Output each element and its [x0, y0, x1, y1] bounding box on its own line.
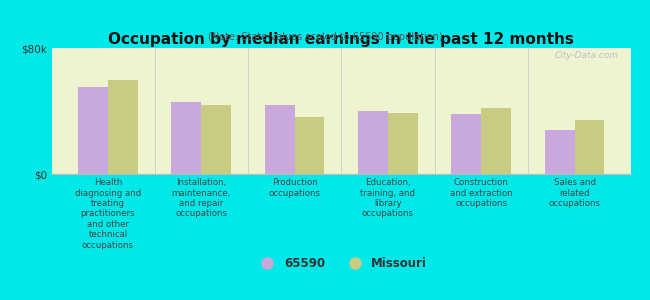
Bar — [481, 108, 511, 174]
Bar — [388, 112, 418, 174]
Bar — [202, 105, 231, 174]
Text: City-Data.com: City-Data.com — [555, 50, 619, 59]
Bar — [545, 130, 575, 174]
Bar — [265, 105, 294, 174]
Bar — [358, 111, 388, 174]
Bar — [294, 117, 324, 174]
Bar — [78, 87, 108, 174]
Title: Occupation by median earnings in the past 12 months: Occupation by median earnings in the pas… — [109, 32, 574, 47]
Bar — [172, 101, 202, 174]
Legend: 65590, Missouri: 65590, Missouri — [251, 253, 432, 275]
Bar — [451, 114, 481, 174]
Bar — [575, 120, 604, 174]
Text: (Note: State values scaled to 65590 population): (Note: State values scaled to 65590 popu… — [208, 32, 442, 41]
Bar — [108, 80, 138, 174]
